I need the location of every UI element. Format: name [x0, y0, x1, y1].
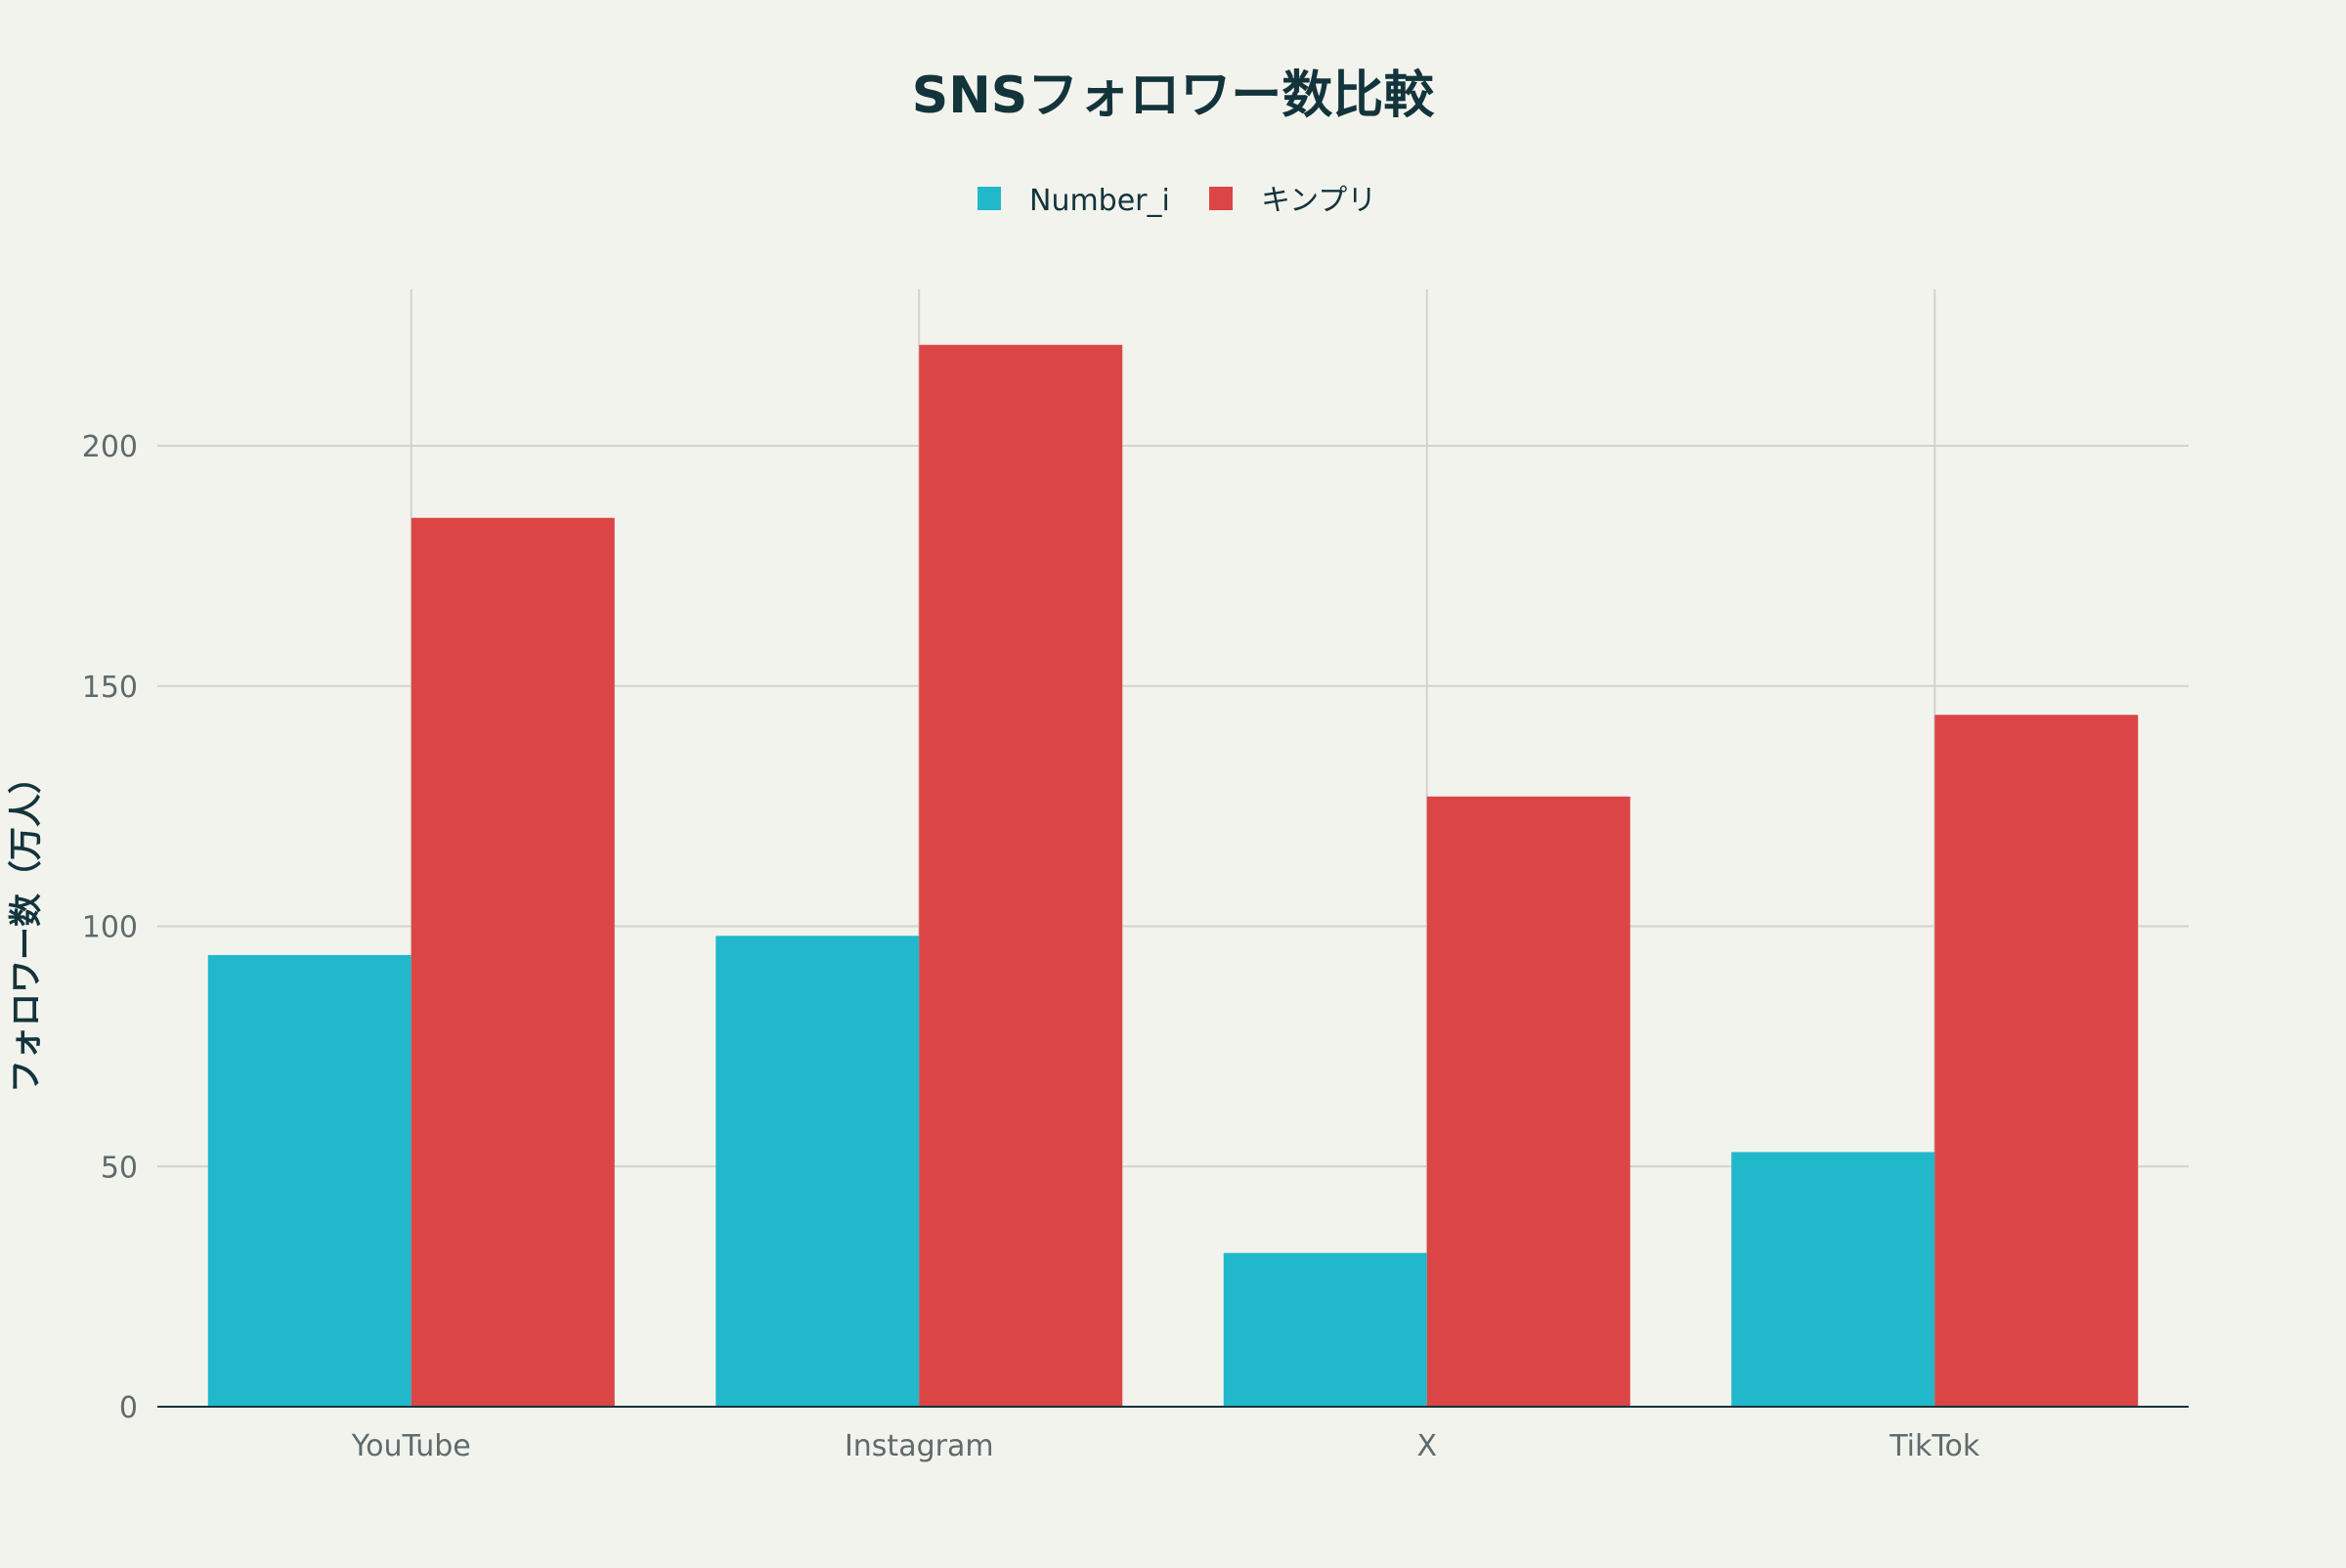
bar-キンプリ-X	[1426, 796, 1630, 1407]
x-tick-label: Instagram	[845, 1429, 994, 1463]
bar-Number_i-X	[1223, 1252, 1427, 1407]
bar-キンプリ-Instagram	[919, 344, 1123, 1407]
legend-label: Number_i	[1029, 184, 1170, 218]
x-tick-label: YouTube	[351, 1429, 471, 1463]
bar-Number_i-YouTube	[207, 954, 412, 1407]
bar-Number_i-Instagram	[716, 936, 920, 1407]
axes: 0 50 100 150 200 YouTube Instagram X TikTok	[82, 430, 2189, 1463]
y-tick-label: 150	[82, 671, 138, 705]
chart-title: SNSフォロワー数比較	[912, 66, 1435, 125]
x-tick-label: TikTok	[1889, 1429, 1980, 1463]
bar-キンプリ-TikTok	[1934, 715, 2139, 1407]
bar-キンプリ-YouTube	[411, 517, 615, 1407]
y-axis-label: フォロワー数（万人）	[7, 761, 46, 1093]
legend: Number_i キンプリ	[978, 184, 1376, 218]
y-tick-label: 50	[101, 1151, 138, 1185]
legend-swatch	[978, 187, 1001, 210]
y-tick-label: 0	[119, 1391, 138, 1425]
x-tick-label: X	[1416, 1429, 1437, 1463]
bars	[207, 344, 2139, 1407]
bar-Number_i-TikTok	[1731, 1152, 1935, 1407]
legend-swatch	[1209, 187, 1233, 210]
legend-label: キンプリ	[1261, 184, 1376, 218]
y-tick-label: 200	[82, 430, 138, 464]
y-tick-label: 100	[82, 911, 138, 945]
